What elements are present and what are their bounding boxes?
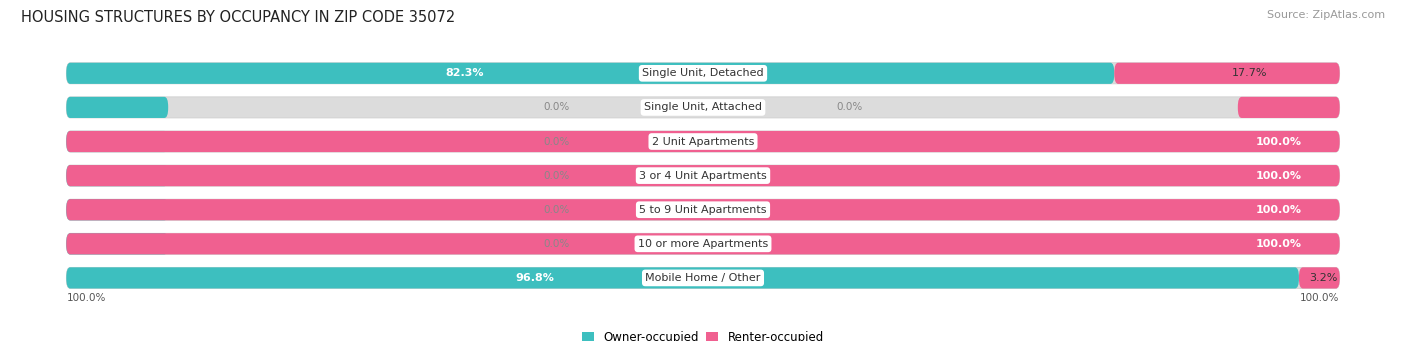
FancyBboxPatch shape — [66, 233, 169, 254]
FancyBboxPatch shape — [66, 233, 1340, 254]
Text: 100.0%: 100.0% — [66, 293, 105, 303]
FancyBboxPatch shape — [1299, 267, 1340, 288]
FancyBboxPatch shape — [66, 233, 1340, 254]
Text: 5 to 9 Unit Apartments: 5 to 9 Unit Apartments — [640, 205, 766, 215]
Text: HOUSING STRUCTURES BY OCCUPANCY IN ZIP CODE 35072: HOUSING STRUCTURES BY OCCUPANCY IN ZIP C… — [21, 10, 456, 25]
FancyBboxPatch shape — [66, 131, 1340, 152]
FancyBboxPatch shape — [66, 165, 1340, 186]
Text: 96.8%: 96.8% — [515, 273, 554, 283]
FancyBboxPatch shape — [66, 165, 169, 186]
Text: 0.0%: 0.0% — [837, 102, 863, 113]
Text: Mobile Home / Other: Mobile Home / Other — [645, 273, 761, 283]
Text: Single Unit, Attached: Single Unit, Attached — [644, 102, 762, 113]
Text: 17.7%: 17.7% — [1232, 68, 1267, 78]
Text: 10 or more Apartments: 10 or more Apartments — [638, 239, 768, 249]
FancyBboxPatch shape — [66, 165, 1340, 186]
FancyBboxPatch shape — [66, 97, 169, 118]
Text: 3 or 4 Unit Apartments: 3 or 4 Unit Apartments — [640, 170, 766, 181]
Text: 82.3%: 82.3% — [446, 68, 484, 78]
FancyBboxPatch shape — [66, 131, 169, 152]
Text: 2 Unit Apartments: 2 Unit Apartments — [652, 136, 754, 147]
Text: 0.0%: 0.0% — [543, 136, 569, 147]
Text: 100.0%: 100.0% — [1256, 136, 1302, 147]
FancyBboxPatch shape — [66, 63, 1115, 84]
FancyBboxPatch shape — [66, 63, 1340, 84]
FancyBboxPatch shape — [66, 267, 1340, 288]
Legend: Owner-occupied, Renter-occupied: Owner-occupied, Renter-occupied — [578, 326, 828, 341]
Text: 100.0%: 100.0% — [1256, 205, 1302, 215]
FancyBboxPatch shape — [66, 199, 1340, 220]
FancyBboxPatch shape — [1115, 63, 1340, 84]
FancyBboxPatch shape — [66, 199, 1340, 220]
Text: 3.2%: 3.2% — [1309, 273, 1337, 283]
Text: 100.0%: 100.0% — [1301, 293, 1340, 303]
FancyBboxPatch shape — [66, 199, 169, 220]
Text: Source: ZipAtlas.com: Source: ZipAtlas.com — [1267, 10, 1385, 20]
FancyBboxPatch shape — [66, 267, 1299, 288]
Text: 100.0%: 100.0% — [1256, 239, 1302, 249]
FancyBboxPatch shape — [66, 97, 1340, 118]
Text: 100.0%: 100.0% — [1256, 170, 1302, 181]
Text: Single Unit, Detached: Single Unit, Detached — [643, 68, 763, 78]
FancyBboxPatch shape — [1237, 97, 1340, 118]
Text: 0.0%: 0.0% — [543, 102, 569, 113]
Text: 0.0%: 0.0% — [543, 239, 569, 249]
Text: 0.0%: 0.0% — [543, 205, 569, 215]
FancyBboxPatch shape — [66, 131, 1340, 152]
Text: 0.0%: 0.0% — [543, 170, 569, 181]
